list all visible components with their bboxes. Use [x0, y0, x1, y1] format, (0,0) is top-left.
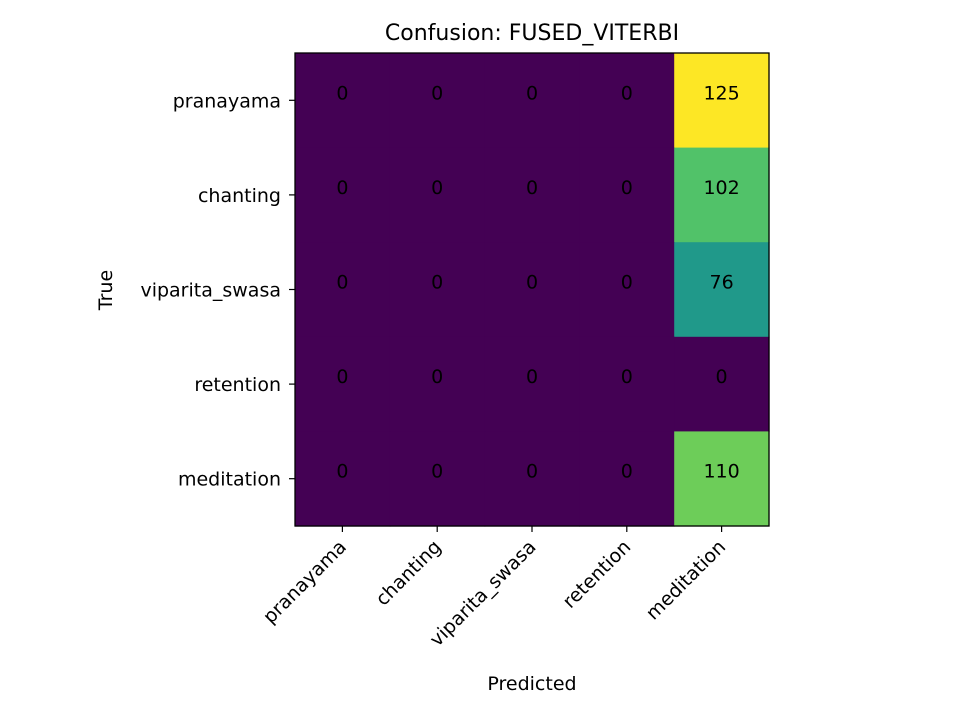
- heatmap-cell: [674, 242, 770, 338]
- chart-title: Confusion: FUSED_VITERBI: [385, 21, 679, 46]
- x-tick-label: chanting: [371, 536, 445, 610]
- cell-value-label: 0: [716, 366, 728, 388]
- heatmap-cell: [295, 336, 391, 432]
- cell-value-label: 0: [621, 272, 633, 294]
- heatmap-cell: [579, 431, 675, 527]
- heatmap-cell: [295, 242, 391, 338]
- x-axis-label: Predicted: [487, 673, 576, 695]
- heatmap-cell: [579, 242, 675, 338]
- heatmap-cell: [579, 53, 675, 149]
- cell-value-label: 0: [526, 177, 538, 199]
- cell-value-label: 102: [703, 177, 739, 199]
- cell-value-label: 0: [431, 461, 443, 483]
- heatmap-cell: [295, 147, 391, 243]
- cell-value-label: 0: [336, 177, 348, 199]
- cell-value-label: 0: [336, 366, 348, 388]
- heatmap-cell: [484, 242, 580, 338]
- heatmap-cell: [674, 147, 770, 243]
- cell-value-label: 0: [336, 82, 348, 104]
- heatmap-cell: [579, 336, 675, 432]
- cell-value-label: 0: [621, 461, 633, 483]
- cell-value-label: 0: [431, 366, 443, 388]
- heatmap-cell: [295, 53, 391, 149]
- y-axis-ticks: pranayama chanting viparita_swasa retention…: [140, 90, 295, 491]
- cell-value-label: 0: [621, 82, 633, 104]
- cell-value-label: 0: [526, 272, 538, 294]
- x-tick-label: retention: [558, 536, 635, 613]
- y-axis-label: True: [95, 270, 117, 311]
- heatmap-cell: [674, 336, 770, 432]
- cell-value-label: 76: [710, 272, 734, 294]
- y-tick-label: pranayama: [173, 90, 281, 112]
- y-tick-label: meditation: [178, 469, 281, 491]
- cell-value-label: 0: [526, 366, 538, 388]
- cell-value-label: 0: [431, 272, 443, 294]
- y-tick-label: retention: [194, 374, 281, 396]
- cell-value-label: 0: [621, 177, 633, 199]
- heatmap-cell: [389, 242, 486, 338]
- heatmap-cell: [295, 431, 391, 527]
- heatmap-cell: [389, 53, 486, 149]
- heatmap-cell: [674, 53, 770, 149]
- heatmap-cell: [674, 431, 770, 527]
- cell-value-label: 0: [526, 461, 538, 483]
- heatmap-cells: [295, 53, 770, 527]
- heatmap-cell: [389, 431, 486, 527]
- cell-value-label: 0: [431, 177, 443, 199]
- heatmap-cell-labels: 0 0 0 0 125 0 0 0 0 102 0 0 0 0 76 0 0 0 0 0 0 0 0 0 110: [336, 82, 739, 482]
- cell-value-label: 0: [336, 461, 348, 483]
- cell-value-label: 110: [703, 461, 739, 483]
- heatmap-cell: [389, 336, 486, 432]
- cell-value-label: 0: [431, 82, 443, 104]
- heatmap-cell: [389, 147, 486, 243]
- cell-value-label: 125: [703, 82, 739, 104]
- heatmap-cell: [484, 53, 580, 149]
- cell-value-label: 0: [621, 366, 633, 388]
- heatmap-cell: [484, 147, 580, 243]
- heatmap-cell: [484, 431, 580, 527]
- cell-value-label: 0: [526, 82, 538, 104]
- heatmap-cell: [484, 336, 580, 432]
- x-tick-label: meditation: [642, 536, 730, 624]
- cell-value-label: 0: [336, 272, 348, 294]
- y-tick-label: viparita_swasa: [140, 280, 281, 302]
- x-tick-label: pranayama: [259, 536, 351, 628]
- heatmap-cell: [579, 147, 675, 243]
- y-tick-label: chanting: [198, 185, 281, 207]
